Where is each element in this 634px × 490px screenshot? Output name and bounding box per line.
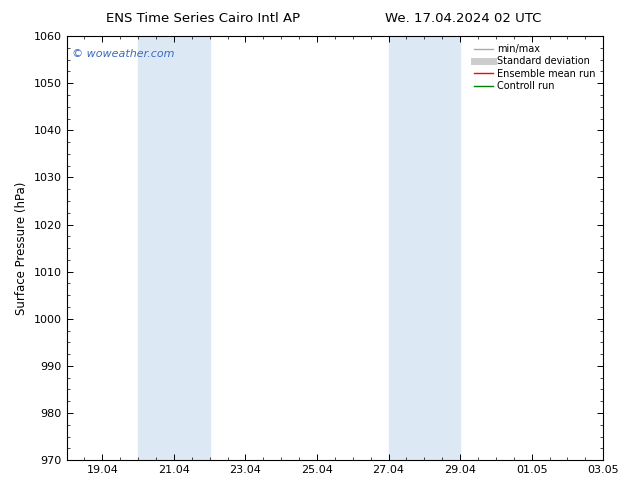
Legend: min/max, Standard deviation, Ensemble mean run, Controll run: min/max, Standard deviation, Ensemble me… xyxy=(470,41,598,94)
Y-axis label: Surface Pressure (hPa): Surface Pressure (hPa) xyxy=(15,181,28,315)
Bar xyxy=(138,36,210,460)
Bar xyxy=(389,36,460,460)
Text: We. 17.04.2024 02 UTC: We. 17.04.2024 02 UTC xyxy=(385,12,541,25)
Text: ENS Time Series Cairo Intl AP: ENS Time Series Cairo Intl AP xyxy=(106,12,300,25)
Text: © woweather.com: © woweather.com xyxy=(72,49,174,59)
